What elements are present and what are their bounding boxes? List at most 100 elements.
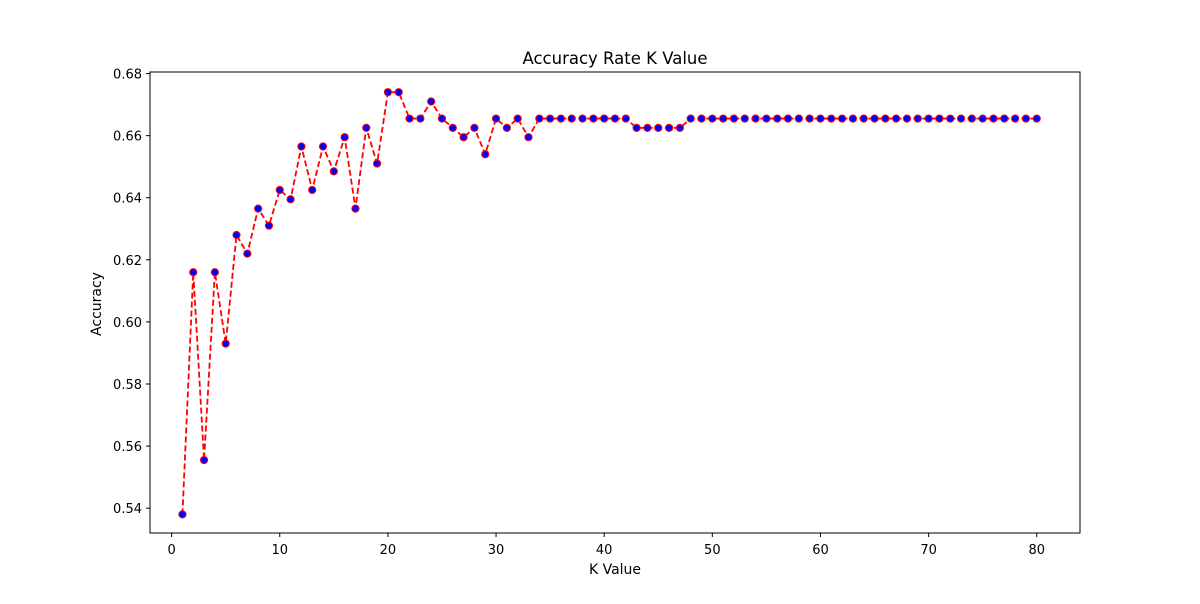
series-line xyxy=(181,91,1037,515)
data-point xyxy=(416,114,425,123)
data-point xyxy=(902,114,912,123)
data-point xyxy=(178,510,187,519)
y-tick-label: 0.68 xyxy=(113,68,142,83)
data-point xyxy=(437,114,447,123)
data-point xyxy=(427,97,436,106)
data-point xyxy=(1032,114,1041,123)
data-point xyxy=(524,133,533,142)
data-point xyxy=(286,195,295,204)
data-point xyxy=(232,230,241,240)
data-point xyxy=(621,114,630,123)
data-point xyxy=(740,114,749,123)
data-point xyxy=(513,114,522,123)
x-tick-label: 10 xyxy=(271,543,288,558)
data-point xyxy=(1000,114,1009,123)
data-point xyxy=(870,114,879,123)
x-axis-label: K Value xyxy=(589,562,641,578)
data-point xyxy=(243,249,252,258)
data-point xyxy=(967,114,976,123)
x-tick-label: 30 xyxy=(488,543,505,558)
data-point xyxy=(340,133,349,142)
data-point xyxy=(859,114,868,123)
data-point xyxy=(675,123,684,132)
data-point xyxy=(924,114,933,123)
data-point xyxy=(805,114,814,123)
data-point xyxy=(318,142,328,151)
data-point xyxy=(697,114,706,123)
data-point xyxy=(632,123,641,132)
y-tick-label: 0.66 xyxy=(113,130,142,145)
data-point xyxy=(913,114,922,123)
data-point xyxy=(405,114,414,123)
data-point xyxy=(719,114,728,123)
axes-frame xyxy=(149,71,1081,534)
data-point xyxy=(394,88,403,97)
data-point xyxy=(589,114,598,123)
data-point xyxy=(362,123,371,132)
data-point xyxy=(578,114,587,123)
data-point xyxy=(535,114,544,123)
data-point xyxy=(556,114,566,123)
data-point xyxy=(664,123,674,132)
data-point xyxy=(210,268,219,277)
y-tick-label: 0.64 xyxy=(113,192,142,207)
data-point xyxy=(502,123,511,132)
data-point xyxy=(372,159,382,168)
plot-area: 0 10 20 30 40 50 60 70 80 0.54 0.56 0.58 0.60 0.62 0.6… xyxy=(113,68,1081,558)
data-point xyxy=(686,114,695,123)
data-point xyxy=(935,114,944,123)
data-point xyxy=(600,114,609,123)
data-point xyxy=(956,114,966,123)
x-tick-label: 60 xyxy=(812,543,829,558)
chart-title: Accuracy Rate K Value xyxy=(522,49,707,68)
data-point xyxy=(189,268,198,277)
data-point xyxy=(567,114,576,123)
data-point xyxy=(1011,114,1020,123)
y-tick-label: 0.62 xyxy=(113,254,142,269)
data-point xyxy=(751,114,760,123)
data-point xyxy=(546,114,555,123)
y-axis-label: Accuracy xyxy=(89,272,105,336)
y-tick-label: 0.60 xyxy=(113,316,142,331)
data-point xyxy=(794,114,803,123)
x-tick-label: 0 xyxy=(167,543,175,558)
x-tick-label: 70 xyxy=(920,543,937,558)
data-point xyxy=(783,114,793,123)
data-point xyxy=(837,114,847,123)
data-point xyxy=(470,123,479,132)
data-point xyxy=(491,114,501,123)
data-point xyxy=(892,114,901,123)
data-point xyxy=(816,114,825,123)
data-point xyxy=(308,185,317,195)
data-point xyxy=(448,123,457,132)
data-point xyxy=(254,204,263,213)
y-tick-label: 0.54 xyxy=(113,502,142,517)
data-point xyxy=(989,114,998,123)
data-point xyxy=(946,114,955,123)
data-point xyxy=(762,114,771,123)
data-point xyxy=(199,455,209,465)
data-point xyxy=(708,114,717,123)
data-point xyxy=(978,114,987,123)
data-point xyxy=(481,150,490,159)
x-tick-label: 40 xyxy=(596,543,613,558)
data-point xyxy=(654,123,663,132)
data-point xyxy=(848,114,858,123)
data-point xyxy=(773,114,782,123)
data-point xyxy=(329,167,338,176)
y-tick-label: 0.56 xyxy=(113,440,142,455)
y-tick-label: 0.58 xyxy=(113,378,142,393)
data-point xyxy=(221,339,230,348)
x-tick-label: 50 xyxy=(704,543,721,558)
data-point xyxy=(297,142,306,151)
data-point xyxy=(610,114,620,123)
data-point xyxy=(1021,114,1031,123)
data-point xyxy=(827,114,836,123)
data-point xyxy=(459,133,468,142)
data-point xyxy=(881,114,890,123)
data-point xyxy=(643,123,652,132)
data-point xyxy=(351,204,360,213)
